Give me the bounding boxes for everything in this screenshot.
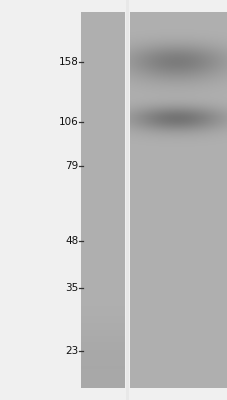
- Text: 79: 79: [65, 161, 78, 171]
- Bar: [130, 12, 227, 388]
- Text: 23: 23: [65, 346, 78, 356]
- Text: 35: 35: [65, 283, 78, 293]
- Text: 106: 106: [59, 117, 78, 127]
- Bar: [81, 12, 124, 388]
- Text: 48: 48: [65, 236, 78, 246]
- Text: 158: 158: [59, 57, 78, 67]
